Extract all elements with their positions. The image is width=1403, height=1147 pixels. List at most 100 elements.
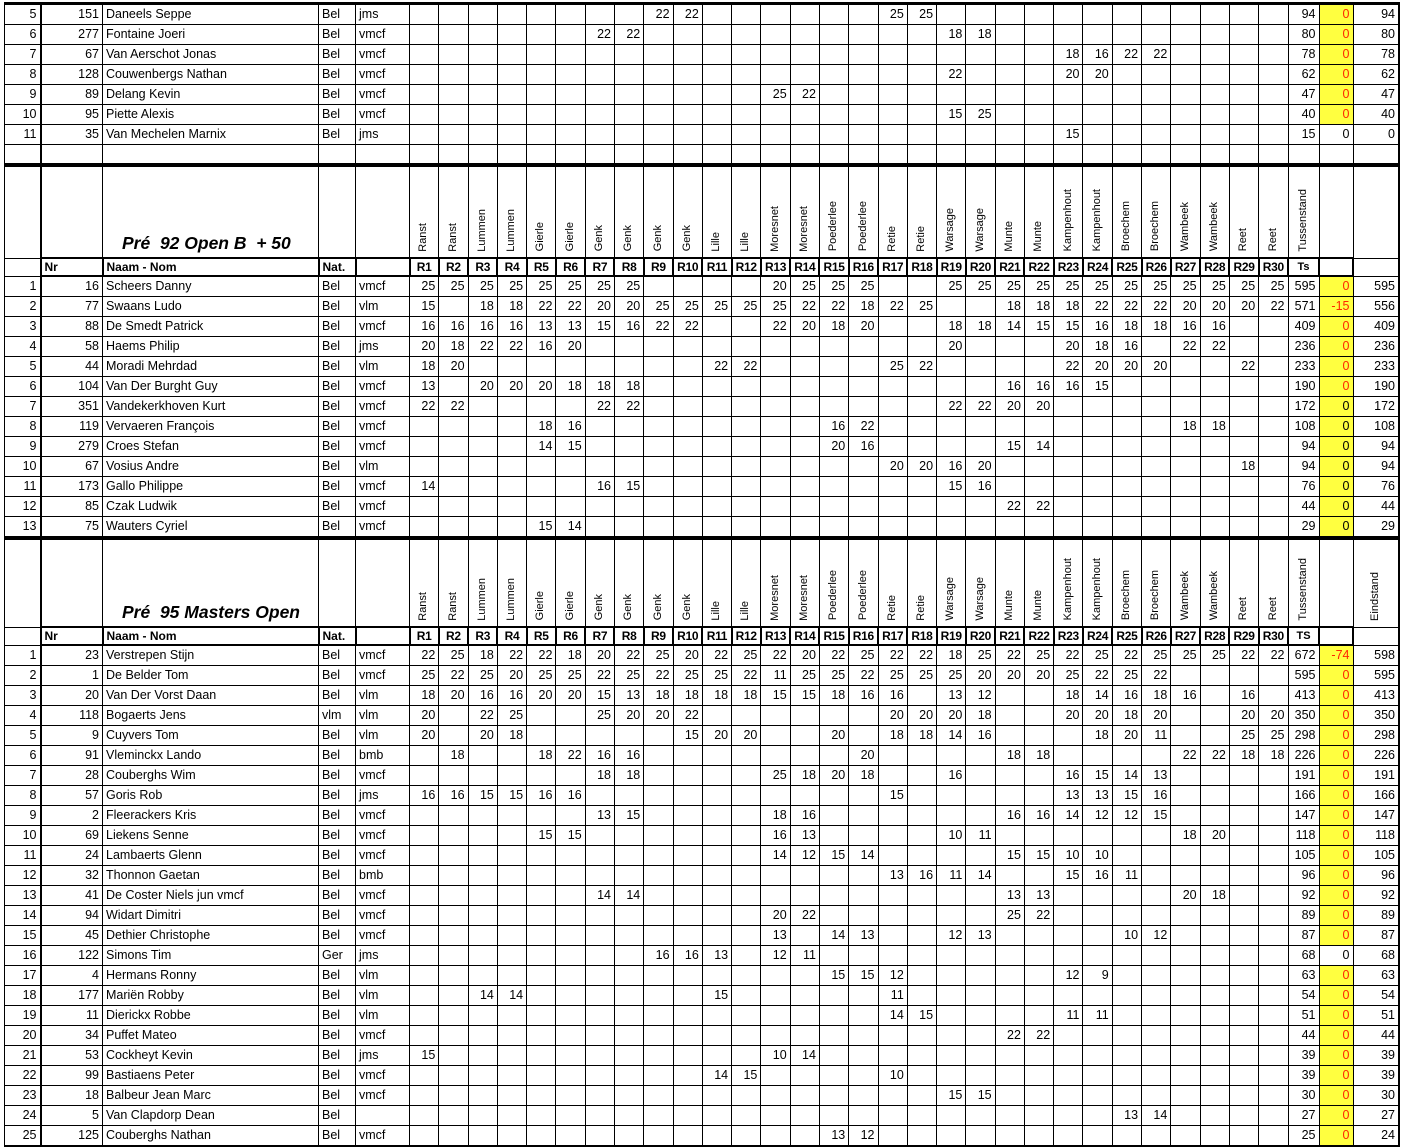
points-cell xyxy=(526,1085,557,1106)
points-cell xyxy=(408,144,440,165)
rank-cell: 2 xyxy=(4,296,41,317)
points-cell: 16 xyxy=(613,316,645,337)
adjustment-cell: 0 xyxy=(1318,456,1354,477)
points-cell: 20 xyxy=(965,665,996,686)
points-cell: 15 xyxy=(496,785,528,806)
table-row: 11 35 Van Mechelen Marnix Bel jms 15 15 0 0 xyxy=(4,124,1400,145)
points-cell: 20 xyxy=(1228,705,1260,726)
points-cell xyxy=(438,1045,469,1066)
points-cell: 18 xyxy=(613,376,645,397)
points-cell xyxy=(672,336,703,357)
points-cell xyxy=(1228,476,1260,497)
points-cell xyxy=(1258,476,1289,497)
points-cell xyxy=(760,24,791,45)
points-cell xyxy=(1258,845,1289,866)
tussenstand-cell: 44 xyxy=(1287,1025,1320,1046)
points-cell xyxy=(848,144,879,165)
points-cell xyxy=(731,1125,762,1147)
points-cell xyxy=(877,275,908,297)
nr-header-cell: Nr xyxy=(39,626,104,646)
points-cell xyxy=(672,436,703,457)
tussenstand-cell: 571 xyxy=(1287,296,1320,317)
points-cell xyxy=(906,1065,938,1086)
race-header-cell: R1 xyxy=(408,257,440,277)
points-cell xyxy=(1082,925,1113,946)
points-cell xyxy=(1023,1005,1055,1026)
points-cell xyxy=(906,24,938,45)
points-cell xyxy=(877,124,908,145)
adjustment-header-cell xyxy=(1318,626,1354,646)
points-cell xyxy=(731,416,762,437)
points-cell xyxy=(643,865,674,886)
rank-cell: 3 xyxy=(4,685,41,706)
race-header-cell: R15 xyxy=(818,257,850,277)
table-row: 20 34 Puffet Mateo Bel vmcf 22 22 44 0 44 xyxy=(4,1025,1400,1046)
points-cell xyxy=(877,945,908,966)
section-title-cell: Pré 95 Masters Open xyxy=(102,538,319,628)
points-cell: 25 xyxy=(584,705,615,726)
points-cell: 10 xyxy=(1082,845,1113,866)
points-cell xyxy=(701,44,733,65)
venue-label-cell: Wambeek xyxy=(1170,538,1201,628)
points-cell xyxy=(701,24,733,45)
club-cell: vmcf xyxy=(355,805,410,826)
points-cell: 18 xyxy=(965,316,996,337)
points-cell xyxy=(1111,905,1143,926)
tussenstand-cell: 76 xyxy=(1287,476,1320,497)
points-cell: 20 xyxy=(408,336,440,357)
venue-label-cell: Lummen xyxy=(467,165,498,259)
points-cell xyxy=(906,1045,938,1066)
club-cell: jms xyxy=(355,124,410,145)
rank-cell: 4 xyxy=(4,336,41,357)
points-cell xyxy=(1053,416,1084,437)
points-cell xyxy=(936,785,967,806)
points-cell: 16 xyxy=(1111,336,1143,357)
points-cell xyxy=(848,1105,879,1126)
nationality-cell: Bel xyxy=(318,905,356,926)
table-row: 18 177 Mariën Robby Bel vlm 14 14 15 11 54 0 54 xyxy=(4,985,1400,1006)
rider-name-cell: Van Clapdorp Dean xyxy=(102,1105,319,1126)
venue-label: Lille xyxy=(739,231,752,252)
adjustment-cell: 0 xyxy=(1318,705,1354,726)
points-cell xyxy=(1082,1085,1113,1106)
points-cell xyxy=(1199,1105,1230,1126)
points-cell: 16 xyxy=(789,805,820,826)
eindstand-cell: 92 xyxy=(1352,885,1400,906)
points-cell: 22 xyxy=(496,336,528,357)
rider-number-cell: 277 xyxy=(39,24,103,45)
tussenstand-cell: 80 xyxy=(1287,24,1320,45)
points-cell xyxy=(760,376,791,397)
points-cell xyxy=(613,356,645,377)
rider-name-cell: Cockheyt Kevin xyxy=(102,1045,319,1066)
table-row: 24 5 Van Clapdorp Dean Bel 13 14 27 0 27 xyxy=(4,1105,1400,1126)
race-header-cell: R28 xyxy=(1199,257,1231,277)
points-cell xyxy=(1082,945,1113,966)
rank-cell: 11 xyxy=(4,845,41,866)
points-cell: 15 xyxy=(526,825,557,846)
points-cell xyxy=(1258,376,1289,397)
points-cell xyxy=(584,144,615,165)
venue-label-cell: Reet xyxy=(1258,165,1289,259)
tussenstand-cell: 191 xyxy=(1287,765,1320,786)
race-header-cell: R11 xyxy=(701,257,733,277)
points-cell: 25 xyxy=(555,275,586,297)
tussenstand-cell: 409 xyxy=(1287,316,1320,337)
points-cell: 18 xyxy=(1228,456,1260,477)
nationality-cell: Bel xyxy=(318,985,356,1006)
points-cell xyxy=(438,805,469,826)
adjustment-cell: 0 xyxy=(1318,1105,1354,1126)
points-cell xyxy=(701,376,733,397)
venue-label: Genk xyxy=(651,594,664,621)
points-cell xyxy=(731,456,762,477)
points-cell: 22 xyxy=(877,644,908,666)
rider-name-cell: Vandekerkhoven Kurt xyxy=(102,396,319,417)
points-cell xyxy=(965,296,996,317)
points-cell xyxy=(701,805,733,826)
points-cell xyxy=(584,1065,615,1086)
points-cell xyxy=(1141,745,1172,766)
rider-name-cell: Haems Philip xyxy=(102,336,319,357)
points-cell: 12 xyxy=(789,845,820,866)
tussenstand-cell: 39 xyxy=(1287,1065,1320,1086)
points-cell xyxy=(818,44,850,65)
points-cell: 20 xyxy=(965,456,996,477)
